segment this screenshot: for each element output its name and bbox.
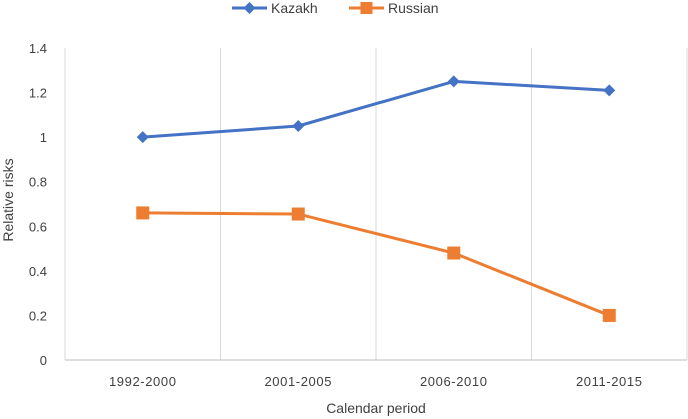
legend-label: Russian [388, 0, 439, 16]
legend: Kazakh Russian [232, 0, 439, 16]
x-axis-title: Calendar period [326, 400, 426, 416]
series-kazakh [136, 75, 616, 144]
series-layer [136, 75, 616, 322]
x-tick-label: 2001-2005 [264, 374, 332, 389]
data-point-square [291, 207, 305, 221]
y-tick-label: 0.4 [29, 264, 47, 279]
legend-label: Kazakh [271, 0, 318, 16]
data-point-square [447, 246, 461, 260]
x-tick-label: 1992-2000 [109, 374, 177, 389]
legend-item-kazakh: Kazakh [232, 0, 318, 16]
x-tick-labels: 1992-2000 2001-2005 2006-2010 2011-2015 [109, 374, 643, 389]
data-point-diamond [447, 75, 460, 88]
y-tick-label: 0 [40, 353, 47, 368]
y-tick-labels: 0 0.2 0.4 0.6 0.8 1 1.2 1.4 [29, 41, 47, 368]
x-tick-label: 2011-2015 [576, 374, 643, 389]
legend-item-russian: Russian [349, 0, 439, 16]
y-tick-label: 0.6 [29, 219, 47, 234]
gridlines [64, 48, 688, 360]
y-tick-label: 1.4 [29, 41, 47, 56]
y-tick-label: 1 [40, 130, 47, 145]
data-point-diamond [136, 131, 149, 144]
data-point-diamond [292, 120, 305, 132]
series-russian [136, 206, 616, 322]
data-point-diamond [603, 84, 616, 97]
series-line-russian [142, 211, 610, 317]
y-tick-label: 0.8 [29, 175, 47, 190]
data-point-square [136, 206, 150, 220]
data-point-square [602, 308, 616, 322]
series-line-kazakh [142, 79, 610, 139]
legend-marker-diamond [243, 2, 256, 14]
y-tick-label: 1.2 [29, 86, 47, 101]
y-axis-title: Relative risks [0, 158, 16, 241]
y-tick-label: 0.2 [29, 308, 47, 323]
legend-marker-square [360, 2, 373, 14]
x-tick-label: 2006-2010 [420, 374, 488, 389]
